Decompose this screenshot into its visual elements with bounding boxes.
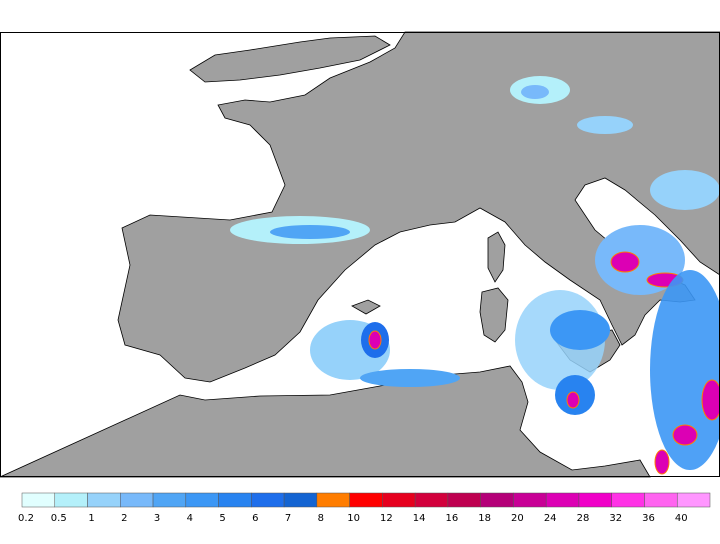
legend-label: 36 bbox=[642, 513, 655, 524]
legend-label: 10 bbox=[347, 513, 360, 524]
legend-label: 12 bbox=[380, 513, 393, 524]
legend-swatch bbox=[545, 492, 580, 508]
precip-area bbox=[650, 170, 720, 210]
precip-area bbox=[566, 391, 580, 409]
precip-area bbox=[654, 449, 670, 475]
precip-area bbox=[270, 225, 350, 239]
legend-label: 1 bbox=[88, 513, 94, 524]
legend-label: 3 bbox=[154, 513, 160, 524]
legend-swatch bbox=[21, 492, 56, 508]
legend-label: 28 bbox=[577, 513, 590, 524]
precip-area bbox=[521, 85, 549, 99]
legend-label: 4 bbox=[187, 513, 193, 524]
legend-swatch bbox=[480, 492, 514, 508]
legend-swatch bbox=[414, 492, 449, 508]
legend-label: 8 bbox=[318, 513, 324, 524]
legend-swatch bbox=[611, 492, 645, 508]
legend-label: 0.2 bbox=[18, 513, 34, 524]
legend-swatch bbox=[87, 492, 121, 508]
precip-area bbox=[701, 379, 720, 421]
legend-label: 14 bbox=[413, 513, 426, 524]
legend-swatch bbox=[218, 492, 252, 508]
precipitation bbox=[230, 76, 720, 475]
legend-label: 7 bbox=[285, 513, 291, 524]
legend-swatch bbox=[152, 492, 187, 508]
legend-swatch bbox=[644, 492, 678, 508]
legend-label: 20 bbox=[511, 513, 524, 524]
color-legend: 0.2 0.5 1 2 3 4 5 6 7 8 10 12 14 16 18 20 24 28 32 36 40 bbox=[18, 492, 711, 524]
legend-swatch bbox=[283, 492, 318, 508]
legend-label: 0.5 bbox=[51, 513, 67, 524]
precip-area bbox=[550, 310, 610, 350]
legend-swatch bbox=[349, 492, 383, 508]
legend-label: 18 bbox=[478, 513, 491, 524]
map bbox=[0, 31, 720, 478]
precip-area bbox=[672, 424, 698, 446]
legend-label: 16 bbox=[446, 513, 459, 524]
legend-swatch bbox=[578, 492, 612, 508]
legend-label: 32 bbox=[609, 513, 622, 524]
legend-swatch bbox=[251, 492, 285, 508]
precip-area bbox=[650, 270, 720, 470]
legend-swatch bbox=[185, 492, 219, 508]
legend-swatch bbox=[316, 492, 350, 508]
precip-area bbox=[368, 330, 382, 350]
legend-swatch bbox=[513, 492, 547, 508]
legend-label: 5 bbox=[219, 513, 225, 524]
legend-label: 2 bbox=[121, 513, 127, 524]
legend-label: 40 bbox=[675, 513, 688, 524]
legend-swatch bbox=[382, 492, 416, 508]
precip-area bbox=[610, 251, 640, 273]
precip-area bbox=[577, 116, 633, 134]
legend-label: 6 bbox=[252, 513, 258, 524]
legend-swatch bbox=[120, 492, 154, 508]
land bbox=[0, 31, 720, 478]
legend-swatch bbox=[54, 492, 88, 508]
precip-area bbox=[360, 369, 460, 387]
legend-label: 24 bbox=[544, 513, 557, 524]
legend-swatch bbox=[676, 492, 711, 508]
legend-swatch bbox=[447, 492, 481, 508]
